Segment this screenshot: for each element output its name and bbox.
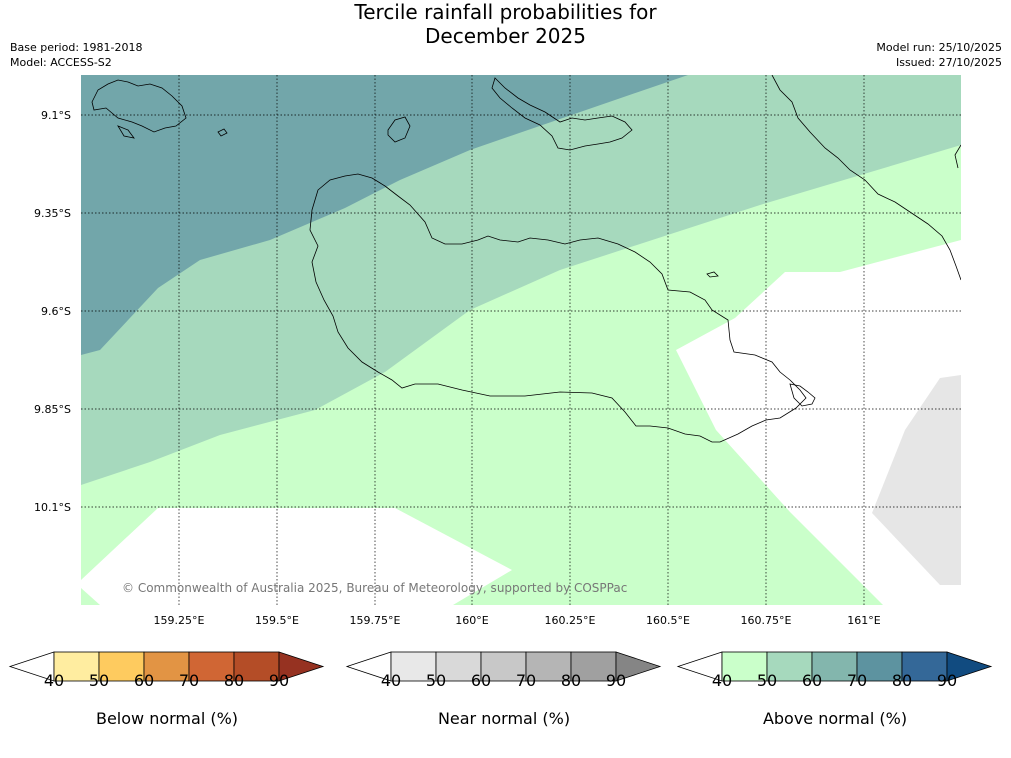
colorbar-swatch xyxy=(53,651,100,682)
colorbar-swatch xyxy=(233,651,280,682)
lat-label: 9.85°S xyxy=(34,403,71,416)
map-fill-layer xyxy=(81,75,961,605)
lat-label: 9.1°S xyxy=(41,109,71,122)
colorbar-swatch xyxy=(766,651,813,682)
tick-label: 60 xyxy=(471,671,491,688)
tick-label: 80 xyxy=(892,671,912,688)
colorbar-swatch xyxy=(525,651,572,682)
tick-label: 60 xyxy=(134,671,154,688)
colorbar-near-ticks: 40 50 60 70 80 90 xyxy=(381,671,626,688)
copyright-text: © Commonwealth of Australia 2025, Bureau… xyxy=(122,581,627,595)
tick-label: 70 xyxy=(847,671,867,688)
tick-label: 50 xyxy=(757,671,777,688)
main-island-coast xyxy=(309,173,807,443)
chart-title: Tercile rainfall probabilities for Decem… xyxy=(0,0,1011,48)
colorbar-swatch xyxy=(721,651,768,682)
lon-labels: 159.25°E 159.5°E 159.75°E 160°E 160.25°E… xyxy=(154,614,881,627)
northeast-coast-2 xyxy=(954,144,961,169)
colorbar-above: 40 50 60 70 80 90 xyxy=(676,651,993,688)
tick-label: 40 xyxy=(712,671,732,688)
northwest-islet-coast xyxy=(117,125,135,139)
model-run-text: Model run: 25/10/2025 xyxy=(876,41,1002,54)
issued-text: Issued: 27/10/2025 xyxy=(895,56,1002,69)
lon-label: 160.5°E xyxy=(646,614,690,627)
tick-label: 50 xyxy=(426,671,446,688)
coastlines xyxy=(91,75,961,443)
colorbar-swatch xyxy=(435,651,482,682)
colorbar-below-label: Below normal (%) xyxy=(95,709,239,728)
lat-labels: 9.1°S 9.35°S 9.6°S 9.85°S 10.1°S xyxy=(34,109,71,514)
colorbar-swatch xyxy=(901,651,948,682)
colorbar-extend-high xyxy=(946,651,993,682)
colorbar-below: 40 50 60 70 80 90 xyxy=(8,651,325,688)
lon-label: 161°E xyxy=(847,614,880,627)
meta-right: Model run: 25/10/2025 Issued: 27/10/2025 xyxy=(876,40,1002,70)
lat-label: 9.35°S xyxy=(34,207,71,220)
zone-near-40-50 xyxy=(872,375,961,585)
tick-label: 40 xyxy=(44,671,64,688)
probability-map: 9.1°S 9.35°S 9.6°S 9.85°S 10.1°S 159.25°… xyxy=(34,75,961,627)
tick-label: 70 xyxy=(516,671,536,688)
tick-label: 60 xyxy=(802,671,822,688)
colorbar-near: 40 50 60 70 80 90 xyxy=(345,651,662,688)
tick-label: 80 xyxy=(561,671,581,688)
lon-label: 160.25°E xyxy=(545,614,596,627)
tick-label: 90 xyxy=(269,671,289,688)
colorbar-swatch xyxy=(143,651,190,682)
base-period-text: Base period: 1981-2018 xyxy=(10,41,143,54)
north-central-island-coast xyxy=(491,77,633,151)
lon-label: 159.5°E xyxy=(255,614,299,627)
colorbar-near-swatches xyxy=(345,651,662,682)
meta-left: Base period: 1981-2018 Model: ACCESS-S2 xyxy=(10,40,142,70)
small-islet-2 xyxy=(706,271,719,278)
model-text: Model: ACCESS-S2 xyxy=(10,56,112,69)
tick-label: 70 xyxy=(179,671,199,688)
tick-label: 40 xyxy=(381,671,401,688)
lat-label: 9.6°S xyxy=(41,305,71,318)
colorbar-extend-high xyxy=(278,651,325,682)
colorbar-below-ticks: 40 50 60 70 80 90 xyxy=(44,671,289,688)
colorbar-below-swatches xyxy=(8,651,325,682)
graticule xyxy=(81,75,961,605)
colorbar-near-label: Near normal (%) xyxy=(437,709,571,728)
title-line-1: Tercile rainfall probabilities for xyxy=(354,0,657,24)
tick-label: 50 xyxy=(89,671,109,688)
northwest-island-coast xyxy=(91,79,187,133)
lon-label: 160°E xyxy=(455,614,488,627)
zone-above-60-70 xyxy=(81,75,688,355)
colorbar-swatch xyxy=(390,651,437,682)
lon-label: 160.75°E xyxy=(741,614,792,627)
zone-above-40-50-corner xyxy=(81,588,100,605)
lon-label: 159.25°E xyxy=(154,614,205,627)
northeast-coast xyxy=(771,75,961,281)
southeast-islet-coast xyxy=(789,383,816,407)
lon-label: 159.75°E xyxy=(350,614,401,627)
colorbar-swatch xyxy=(188,651,235,682)
small-islet-1 xyxy=(217,128,228,137)
colorbar-above-swatches xyxy=(676,651,993,682)
islet-north-coast xyxy=(387,116,411,143)
tick-label: 90 xyxy=(606,671,626,688)
title-line-2: December 2025 xyxy=(425,24,586,48)
tick-label: 90 xyxy=(937,671,957,688)
colorbar-swatch xyxy=(480,651,527,682)
colorbar-extend-high xyxy=(615,651,662,682)
colorbar-above-label: Above normal (%) xyxy=(762,709,908,728)
lat-label: 10.1°S xyxy=(34,501,71,514)
tick-label: 80 xyxy=(224,671,244,688)
colorbar-above-ticks: 40 50 60 70 80 90 xyxy=(712,671,957,688)
